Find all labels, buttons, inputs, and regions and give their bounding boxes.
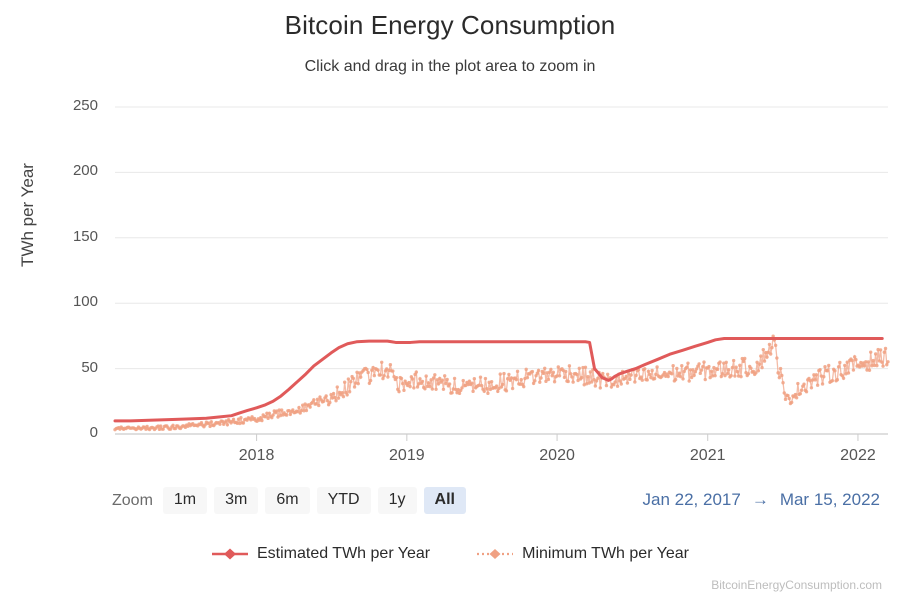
series-minimum-markers <box>113 334 890 432</box>
series-estimated-twh <box>113 337 884 423</box>
y-tick-150: 150 <box>72 227 98 245</box>
date-range-to[interactable]: Mar 15, 2022 <box>779 490 880 509</box>
legend-swatch-minimum-icon <box>477 549 514 559</box>
x-tick-2019: 2019 <box>389 447 425 464</box>
range-button-1m[interactable]: 1m <box>162 487 208 514</box>
range-button-all[interactable]: All <box>423 487 466 514</box>
y-tick-0: 0 <box>89 424 98 441</box>
x-tick-2020: 2020 <box>539 447 575 464</box>
range-selector-label: Zoom <box>112 491 153 509</box>
range-button-3m[interactable]: 3m <box>214 487 259 514</box>
range-button-1y[interactable]: 1y <box>377 487 417 514</box>
x-tick-2018: 2018 <box>238 447 275 464</box>
legend-label-minimum: Minimum TWh per Year <box>522 545 689 562</box>
y-tick-50: 50 <box>81 358 98 376</box>
range-button-6m[interactable]: 6m <box>265 487 310 514</box>
range-selector: Zoom 1m 3m 6m YTD 1y All <box>112 487 466 514</box>
y-tick-200: 200 <box>72 162 98 180</box>
page-title: Bitcoin Energy Consumption <box>284 10 616 40</box>
chart-legend: Estimated TWh per Year Minimum TWh per Y… <box>0 545 900 563</box>
legend-swatch-estimated-icon <box>212 548 248 560</box>
range-button-ytd[interactable]: YTD <box>316 487 371 514</box>
y-tick-100: 100 <box>72 293 98 311</box>
y-tick-250: 250 <box>72 97 98 114</box>
date-range-display: Jan 22, 2017 → Mar 15, 2022 <box>643 490 881 510</box>
x-tick-2022: 2022 <box>840 447 876 464</box>
gridlines <box>115 106 888 370</box>
legend-item-minimum[interactable]: Minimum TWh per Year <box>476 545 689 563</box>
legend-label-estimated: Estimated TWh per Year <box>257 545 431 562</box>
legend-item-estimated[interactable]: Estimated TWh per Year <box>211 545 430 563</box>
arrow-right-icon: → <box>751 490 769 509</box>
watermark: BitcoinEnergyConsumption.com <box>711 578 882 592</box>
chart-subtitle: Click and drag in the plot area to zoom … <box>304 58 596 75</box>
x-tick-2021: 2021 <box>689 447 726 464</box>
x-axis-tick-marks <box>256 434 859 441</box>
date-range-from[interactable]: Jan 22, 2017 <box>642 490 741 509</box>
